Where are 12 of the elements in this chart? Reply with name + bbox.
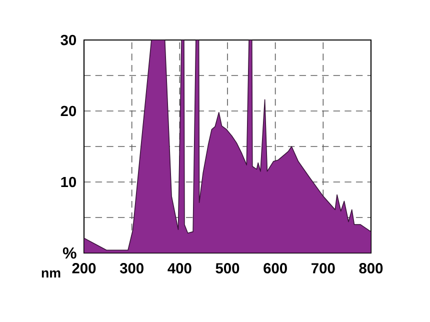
x-axis-title: nm: [42, 270, 60, 278]
x-tick-label: 300: [120, 263, 144, 274]
x-tick-label: 200: [72, 263, 96, 274]
y-tick-label: 10: [61, 176, 76, 188]
x-tick-label: 800: [359, 263, 383, 274]
y-tick-label: 30: [60, 34, 76, 46]
y-tick-label: 20: [60, 106, 76, 116]
y-axis-title: %: [62, 247, 76, 259]
x-tick-label: 600: [264, 263, 287, 274]
x-tick-label: 400: [168, 263, 192, 274]
x-tick-label: 700: [312, 263, 335, 274]
x-tick-label: 500: [216, 263, 240, 274]
